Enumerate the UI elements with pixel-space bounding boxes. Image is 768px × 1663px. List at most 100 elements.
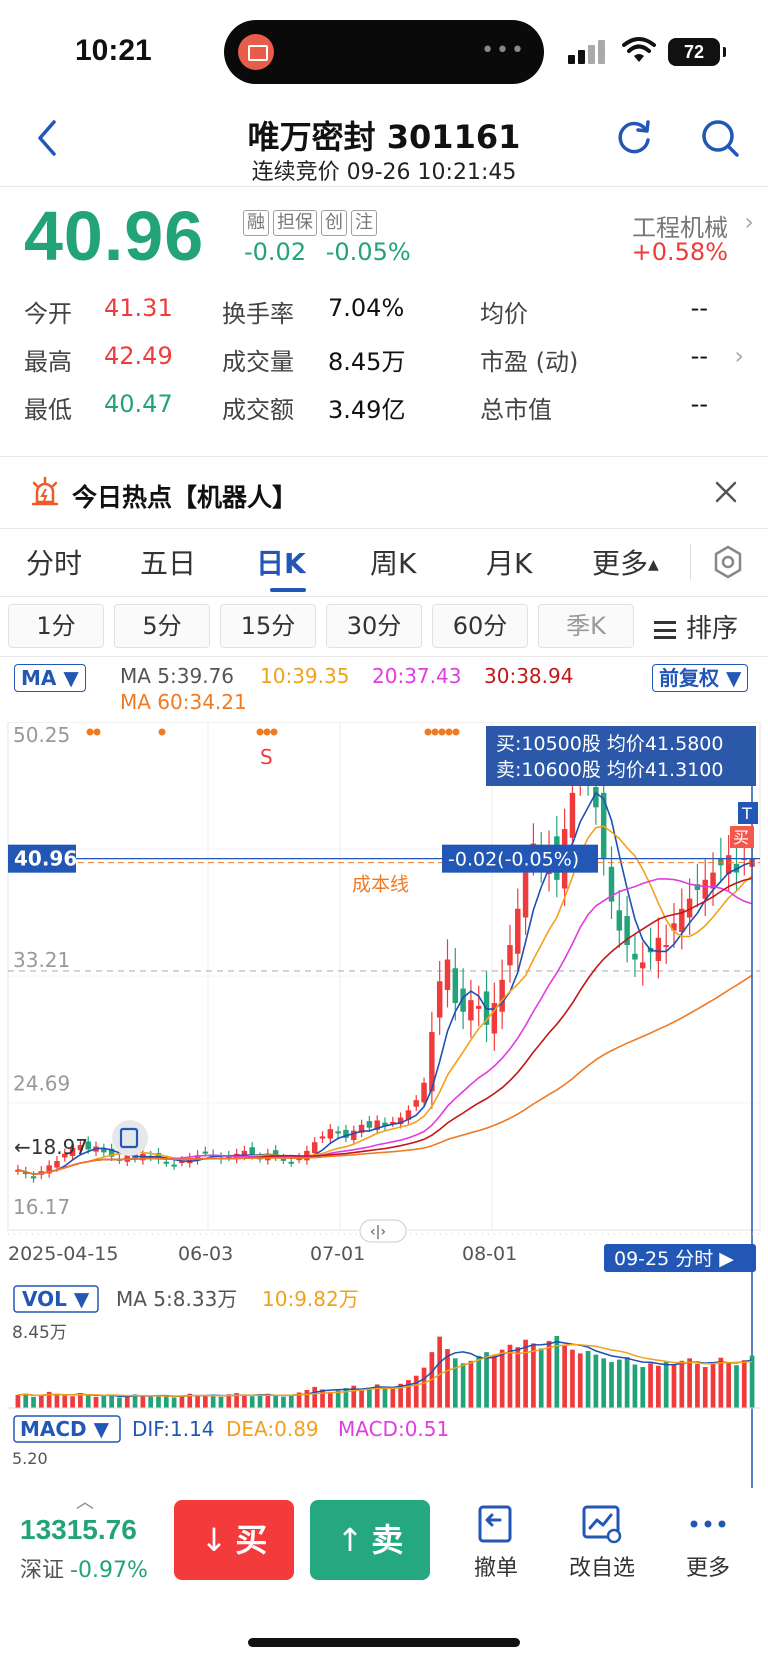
chevron-up-icon[interactable]: ︿: [76, 1492, 94, 1513]
candle-body: [374, 1120, 380, 1130]
subtab-15min[interactable]: 15分: [220, 604, 316, 648]
gear-icon[interactable]: [710, 544, 746, 580]
hot-topic-text: 今日热点【机器人】: [72, 483, 298, 512]
volume-bar: [101, 1396, 107, 1408]
signal-dot: [438, 728, 446, 736]
volume-bar: [78, 1393, 83, 1408]
search-icon[interactable]: [698, 116, 742, 160]
bottom-trade-bar: ︿ 13315.76 深证 -0.97% ↓ 买 ↑ 卖 撤单 改自选 更多: [0, 1488, 768, 1663]
sell-button[interactable]: ↑ 卖: [310, 1500, 430, 1580]
sell-arrow-icon: ↑: [336, 1521, 364, 1559]
edit-watchlist-icon: [582, 1505, 622, 1544]
buy-button[interactable]: ↓ 买: [174, 1500, 294, 1580]
macd-value: MACD:0.51: [338, 1417, 449, 1441]
back-arrow-icon[interactable]: [30, 116, 70, 160]
candle-body: [413, 1100, 419, 1107]
candle-body: [335, 1131, 341, 1134]
stat-value: --: [690, 294, 708, 322]
subtab-1min[interactable]: 1分: [8, 604, 104, 648]
vol-selector: [13, 1285, 99, 1313]
cancel-order-button[interactable]: 撤单: [446, 1504, 546, 1582]
candle-body: [444, 959, 451, 990]
candle-body: [515, 908, 521, 954]
more-dots-icon: [690, 1520, 726, 1528]
volume-bar: [62, 1395, 68, 1408]
volume-bar: [624, 1357, 630, 1408]
close-icon[interactable]: [714, 480, 738, 504]
signal-dot: [270, 728, 278, 736]
volume-bar: [632, 1364, 638, 1408]
volume-bar: [132, 1394, 138, 1408]
sort-button[interactable]: 排序: [654, 608, 738, 645]
signal-dot: [256, 728, 264, 736]
candle-body: [632, 953, 638, 960]
candle-body: [85, 1141, 91, 1150]
edit-watchlist-button[interactable]: 改自选: [552, 1504, 652, 1582]
macd-dif: DIF:1.14: [132, 1417, 215, 1441]
index-change: -0.97%: [70, 1558, 148, 1583]
volume-bar: [718, 1357, 724, 1408]
tab-intraday[interactable]: 分时: [26, 547, 83, 580]
candle-body: [327, 1129, 334, 1139]
vol-ma10-line: [17, 1343, 753, 1397]
subtab-quarterly[interactable]: 季K: [538, 604, 634, 648]
kline-chart[interactable]: 50.25 33.21 24.69 16.17 40.96 -0.02(-0.05%) 成本…: [0, 722, 768, 1492]
x-axis-label: 07-01: [310, 1243, 365, 1265]
stats-row: 今开 41.31 换手率 7.04% 均价 --: [24, 294, 744, 334]
signal-dot: [93, 728, 101, 736]
candle-body: [171, 1164, 177, 1167]
candle-body: [624, 916, 630, 946]
change-percent: -0.05%: [325, 238, 411, 266]
cancel-order-label: 撤单: [473, 1556, 518, 1581]
volume-bar: [31, 1396, 36, 1408]
cost-line-label: 成本线: [352, 874, 409, 896]
volume-bar: [288, 1395, 294, 1408]
registration-tag: 注: [351, 210, 377, 236]
price-tag-bg: [8, 844, 76, 873]
intraday-nav-label: 09-25 分时 ▶: [614, 1248, 734, 1270]
subtab-5min[interactable]: 5分: [114, 604, 210, 648]
indicator-selector[interactable]: MA ▼: [14, 664, 86, 692]
candle-body: [507, 945, 513, 966]
candle-body: [710, 872, 716, 889]
tab-daily-k[interactable]: 日K: [256, 547, 306, 580]
subtab-30min[interactable]: 30分: [326, 604, 422, 648]
volume-bar: [734, 1365, 739, 1408]
hot-topic-banner[interactable]: 今日热点【机器人】: [0, 458, 768, 528]
trade-mark-buy: 买: [733, 828, 749, 847]
volume-bar: [616, 1359, 622, 1408]
tab-monthly-k[interactable]: 月K: [486, 547, 533, 580]
tab-weekly-k[interactable]: 周K: [370, 547, 417, 580]
tab-more[interactable]: 更多▲: [592, 542, 659, 582]
volume-bar: [15, 1394, 21, 1408]
volume-bar: [398, 1383, 403, 1408]
stats-row[interactable]: 最高 42.49 成交量 8.45万 市盈 (动) -- ›: [24, 342, 744, 382]
caret-down-icon: ▼: [63, 666, 79, 690]
candle-body: [436, 981, 443, 1018]
index-value[interactable]: 13315.76: [20, 1514, 137, 1545]
stat-label: 成交额: [222, 396, 294, 424]
macd-dea: DEA:0.89: [226, 1417, 319, 1441]
volume-bar: [492, 1354, 497, 1408]
index-name[interactable]: 深证 -0.97%: [20, 1552, 148, 1584]
adjust-selector[interactable]: 前复权 ▼: [652, 664, 749, 692]
refresh-icon[interactable]: [612, 116, 656, 160]
candle-body: [468, 1000, 474, 1021]
candle-body: [686, 898, 693, 918]
more-button[interactable]: 更多: [658, 1504, 758, 1582]
volume-bar: [195, 1394, 200, 1408]
more-label: 更多: [685, 1556, 730, 1581]
chevron-right-icon[interactable]: ›: [744, 208, 754, 236]
y-axis-label: 16.17: [13, 1195, 70, 1219]
price-change-tag: -0.02(-0.05%): [448, 849, 579, 871]
candle-body: [22, 1171, 29, 1175]
ma5-value: MA 5:39.76: [120, 664, 235, 688]
sector-link[interactable]: 工程机械: [632, 214, 728, 242]
stat-value: 40.47: [104, 390, 173, 418]
vol-ma5: MA 5:8.33万: [116, 1287, 237, 1311]
tab-five-day[interactable]: 五日: [140, 547, 197, 580]
chevron-right-icon[interactable]: ›: [734, 342, 744, 370]
subtab-60min[interactable]: 60分: [432, 604, 528, 648]
volume-bar: [648, 1363, 653, 1408]
mail-app-icon: [238, 34, 274, 70]
